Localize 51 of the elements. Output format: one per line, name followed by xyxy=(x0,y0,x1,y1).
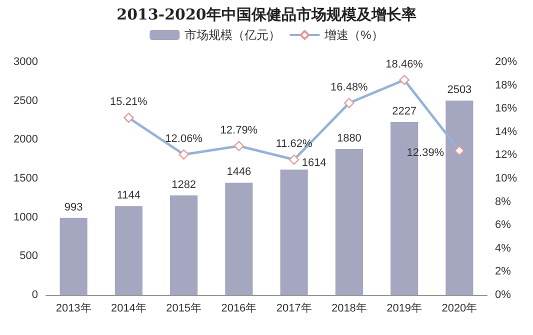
y2-tick-label: 18% xyxy=(495,79,518,92)
data-label: 1880 xyxy=(336,132,362,144)
y-tick-label: 2000 xyxy=(14,134,38,146)
y2-tick-label: 14% xyxy=(495,126,518,138)
data-label: 1446 xyxy=(226,166,252,178)
y-tick-label: 3000 xyxy=(14,56,38,68)
legend-label: 市场规模（亿元） xyxy=(184,28,281,42)
bar xyxy=(225,182,253,295)
y2-tick-label: 6% xyxy=(495,219,512,232)
data-label: 12.06% xyxy=(165,132,203,145)
data-label: 18.46% xyxy=(386,58,424,70)
y2-tick-label: 4% xyxy=(495,242,512,254)
bar xyxy=(60,218,88,295)
y2-tick-label: 10% xyxy=(495,172,518,184)
bar xyxy=(114,206,142,295)
data-label: 1282 xyxy=(172,178,196,191)
data-label: 15.21% xyxy=(110,96,148,108)
x-tick-label: 2018年 xyxy=(331,302,367,314)
y2-tick-label: 20% xyxy=(495,56,518,68)
data-label: 993 xyxy=(64,201,83,214)
y2-tick-label: 16% xyxy=(495,102,518,115)
y2-tick-label: 12% xyxy=(495,149,518,162)
bar xyxy=(446,100,474,295)
x-tick-label: 2014年 xyxy=(110,302,146,314)
y2-tick-label: 8% xyxy=(495,196,512,208)
y-tick-label: 1000 xyxy=(14,211,38,224)
x-tick-label: 2019年 xyxy=(386,302,422,314)
data-label: 12.79% xyxy=(220,124,258,136)
data-label: 16.48% xyxy=(330,81,368,94)
y-tick-label: 2500 xyxy=(14,94,38,107)
data-label: 1614 xyxy=(302,157,326,170)
data-label: 1144 xyxy=(116,190,141,202)
y-tick-label: 1500 xyxy=(14,172,38,184)
x-tick-label: 2020年 xyxy=(442,302,478,314)
legend-label: 增速（%） xyxy=(324,28,384,42)
data-label: 11.62% xyxy=(276,138,313,150)
y2-tick-label: 0% xyxy=(495,289,512,301)
data-label: 2227 xyxy=(392,106,417,118)
data-label: 12.39% xyxy=(406,147,444,160)
bar xyxy=(170,195,198,295)
x-tick-label: 2016年 xyxy=(221,302,257,314)
bar xyxy=(335,148,363,295)
y-tick-label: 500 xyxy=(20,250,38,262)
y2-tick-label: 2% xyxy=(495,266,512,278)
bar xyxy=(280,170,308,295)
chart-title: 2013-2020年中国保健品市场规模及增长率 xyxy=(116,6,416,24)
x-tick-label: 2015年 xyxy=(166,302,202,314)
data-label: 2503 xyxy=(447,84,472,96)
x-tick-label: 2017年 xyxy=(276,302,312,314)
x-tick-label: 2013年 xyxy=(56,302,92,314)
y-tick-label: 0 xyxy=(32,289,38,301)
